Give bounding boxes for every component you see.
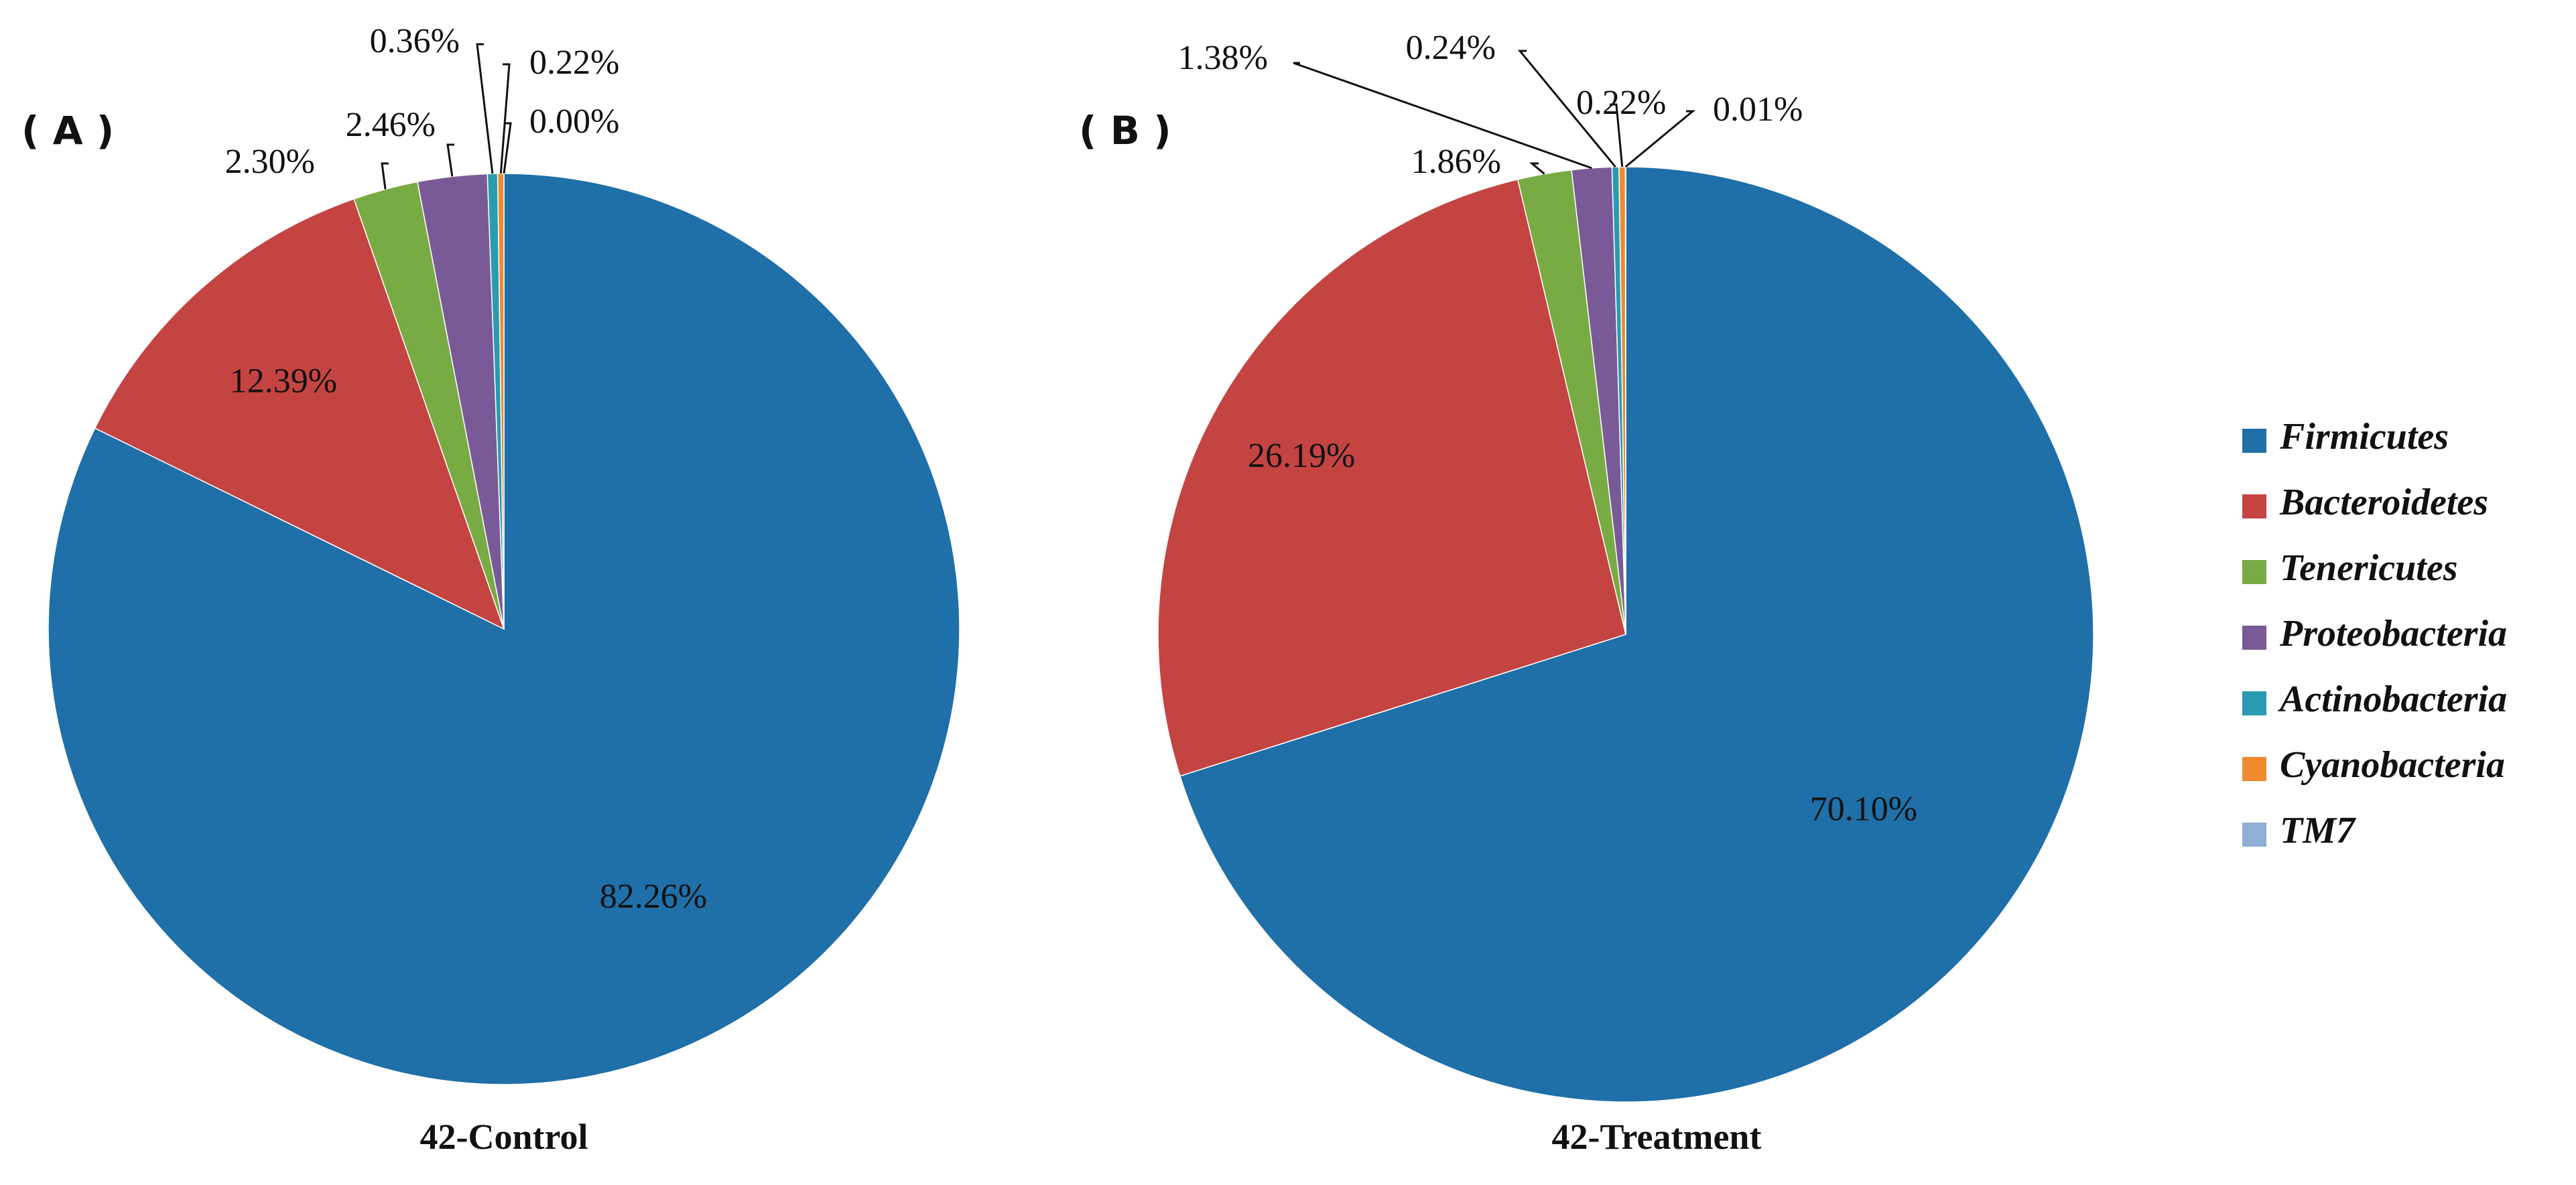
pie-label-control-bacteroidetes: 12.39% <box>230 362 337 400</box>
pie-label-control-proteobacteria: 2.46% <box>346 106 436 144</box>
leader-line-treatment-proteobacteria <box>1293 62 1592 169</box>
legend-swatch-actinobacteria <box>2242 691 2266 715</box>
pie-label-control-firmicutes: 82.26% <box>600 878 707 916</box>
leader-line-treatment-cyanobacteria <box>1610 103 1624 167</box>
pie-label-control-tm7: 0.00% <box>529 102 619 141</box>
leader-line-control-cyanobacteria <box>499 63 511 174</box>
leader-line-treatment-tenericutes <box>1529 162 1545 175</box>
legend-label-bacteroidetes: Bacteroidetes <box>2279 482 2488 523</box>
legend-swatch-tenericutes <box>2242 560 2266 584</box>
legend: Firmicutes Bacteroidetes Tenericutes Proteo… <box>2242 416 2507 851</box>
pie-label-control-cyanobacteria: 0.22% <box>529 44 619 82</box>
legend-label-tm7: TM7 <box>2280 810 2356 851</box>
pie-label-treatment-bacteroidetes: 26.19% <box>1248 437 1355 475</box>
chart-title-treatment: 42-Treatment <box>1552 1117 1762 1157</box>
pie-chart-treatment: ( B ) 70.10% 26.19% 1.86% 1.38% 0.24% 0.22% 0.… <box>1079 29 2094 1157</box>
leader-line-treatment-actinobacteria <box>1517 50 1616 168</box>
legend-swatch-bacteroidetes <box>2242 494 2266 518</box>
pie-label-control-actinobacteria: 0.36% <box>370 22 460 60</box>
pie-slice-control-cyanobacteria <box>497 173 505 630</box>
leader-line-control-tm7 <box>503 122 512 174</box>
legend-label-actinobacteria: Actinobacteria <box>2278 679 2507 720</box>
legend-swatch-proteobacteria <box>2242 626 2266 650</box>
leader-line-control-actinobacteria <box>476 43 494 174</box>
pie-label-treatment-proteobacteria: 1.38% <box>1178 39 1268 77</box>
leader-line-treatment-tm7 <box>1624 110 1696 168</box>
pie-treatment-leader-lines <box>1293 50 1696 175</box>
pie-label-treatment-actinobacteria: 0.24% <box>1406 29 1496 67</box>
pie-slice-treatment-firmicutes <box>1179 166 2094 1103</box>
pie-label-control-tenericutes: 2.30% <box>225 143 315 181</box>
legend-label-tenericutes: Tenericutes <box>2280 547 2457 589</box>
pie-control-slices <box>48 173 960 1085</box>
legend-swatch-cyanobacteria <box>2242 757 2266 781</box>
pie-label-treatment-firmicutes: 70.10% <box>1810 790 1917 829</box>
pie-label-treatment-tm7: 0.01% <box>1713 90 1803 129</box>
panel-label-a: ( A ) <box>21 108 114 153</box>
pie-slice-treatment-bacteroidetes <box>1157 178 1626 777</box>
leader-line-control-proteobacteria <box>446 143 454 177</box>
pie-label-treatment-cyanobacteria: 0.22% <box>1576 84 1666 122</box>
legend-swatch-tm7 <box>2242 823 2266 847</box>
pie-treatment-labels: 70.10% 26.19% 1.86% 1.38% 0.24% 0.22% 0.01% <box>1178 29 1917 829</box>
pie-chart-control: ( A ) 82.26% 12.39% 2.30% 2.46% 0.36% 0.22% 0.… <box>21 22 960 1157</box>
pie-treatment-slices <box>1157 166 2094 1103</box>
legend-label-cyanobacteria: Cyanobacteria <box>2280 744 2505 786</box>
pie-control-labels: 82.26% 12.39% 2.30% 2.46% 0.36% 0.22% 0.00% <box>225 22 707 916</box>
pie-slice-control-bacteroidetes <box>94 198 505 630</box>
legend-swatch-firmicutes <box>2242 429 2266 453</box>
legend-label-firmicutes: Firmicutes <box>2279 416 2449 458</box>
pie-control-leader-lines <box>381 43 512 190</box>
panel-label-b: ( B ) <box>1079 108 1171 153</box>
pie-label-treatment-tenericutes: 1.86% <box>1411 143 1501 181</box>
chart-title-control: 42-Control <box>420 1117 588 1157</box>
leader-line-control-tenericutes <box>381 162 389 190</box>
legend-label-proteobacteria: Proteobacteria <box>2279 613 2507 654</box>
